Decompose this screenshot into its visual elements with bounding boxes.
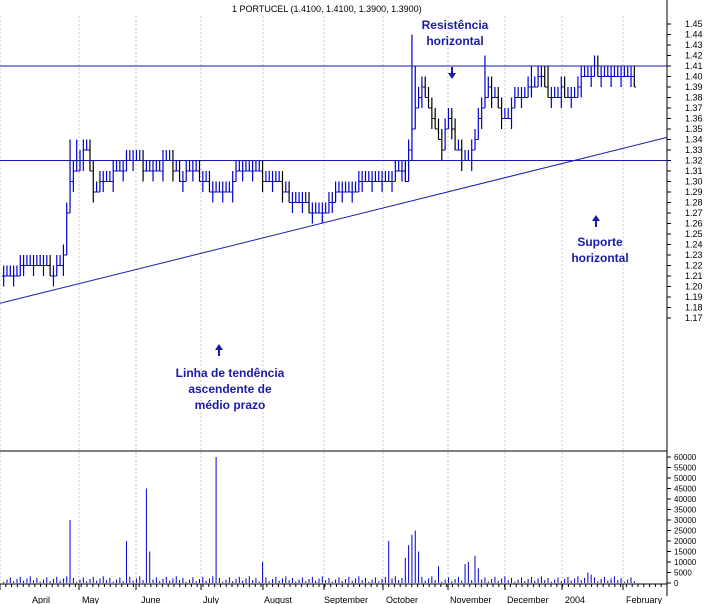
support-arrow <box>592 215 600 227</box>
trendline <box>0 136 668 304</box>
x-tick-label: July <box>203 595 220 604</box>
y-tick-label: 1.22 <box>685 261 703 271</box>
y-tick-label: 1.26 <box>685 219 703 229</box>
volume-tick-label: 0 <box>674 579 679 588</box>
arrow-head <box>592 215 600 221</box>
resistance-label: Resistência <box>422 18 489 32</box>
y-tick-label: 1.32 <box>685 156 703 166</box>
y-tick-label: 1.40 <box>685 72 703 82</box>
y-tick-label: 1.42 <box>685 51 703 61</box>
arrow-head <box>448 73 456 79</box>
y-tick-label: 1.28 <box>685 198 703 208</box>
price-axis: 1.451.441.431.421.411.401.391.381.371.36… <box>667 19 703 323</box>
y-tick-label: 1.29 <box>685 187 703 197</box>
x-tick-label: 2004 <box>565 595 585 604</box>
volume-tick-label: 45000 <box>674 485 697 494</box>
price-bars <box>2 34 636 287</box>
date-axis: April May June July August September October No… <box>0 584 668 604</box>
trend-label: médio prazo <box>195 398 266 412</box>
volume-tick-label: 10000 <box>674 558 697 567</box>
volume-bars <box>3 457 635 583</box>
volume-tick-label: 30000 <box>674 516 697 525</box>
volume-tick-label: 40000 <box>674 495 697 504</box>
volume-tick-label: 15000 <box>674 548 697 557</box>
y-tick-label: 1.33 <box>685 145 703 155</box>
resistance-label: horizontal <box>426 34 483 48</box>
y-tick-label: 1.43 <box>685 40 703 50</box>
resistance-arrow <box>448 67 456 79</box>
y-tick-label: 1.17 <box>685 313 703 323</box>
volume-tick-label: 20000 <box>674 537 697 546</box>
support-label: Suporte <box>577 235 623 249</box>
y-tick-label: 1.23 <box>685 250 703 260</box>
y-tick-label: 1.21 <box>685 271 703 281</box>
trend-label: Linha de tendência <box>176 366 285 380</box>
volume-tick-label: 50000 <box>674 474 697 483</box>
y-tick-label: 1.31 <box>685 166 703 176</box>
volume-tick-label: 35000 <box>674 506 697 515</box>
y-tick-label: 1.30 <box>685 177 703 187</box>
trend-label: ascendente de <box>188 382 272 396</box>
level-lines <box>0 65 668 304</box>
y-tick-label: 1.38 <box>685 93 703 103</box>
x-tick-label: August <box>264 595 293 604</box>
x-tick-label: February <box>626 595 663 604</box>
y-tick-label: 1.45 <box>685 19 703 29</box>
x-tick-label: June <box>141 595 161 604</box>
x-tick-label: April <box>32 595 50 604</box>
arrow-head <box>215 344 223 350</box>
volume-tick-label: 25000 <box>674 527 697 536</box>
y-tick-label: 1.27 <box>685 208 703 218</box>
x-tick-label: November <box>450 595 492 604</box>
x-tick-label: December <box>507 595 549 604</box>
volume-axis: 6000055000500004500040000350003000025000… <box>667 453 697 588</box>
volume-tick-label: 5000 <box>674 569 692 578</box>
y-tick-label: 1.39 <box>685 82 703 92</box>
y-tick-label: 1.36 <box>685 114 703 124</box>
support-label: horizontal <box>571 251 628 265</box>
x-tick-label: October <box>386 595 418 604</box>
y-tick-label: 1.41 <box>685 61 703 71</box>
y-tick-label: 1.35 <box>685 124 703 134</box>
y-tick-label: 1.18 <box>685 303 703 313</box>
y-tick-label: 1.24 <box>685 240 703 250</box>
volume-tick-label: 55000 <box>674 464 697 473</box>
volume-tick-label: 60000 <box>674 453 697 462</box>
y-tick-label: 1.44 <box>685 30 703 40</box>
chart-title: 1 PORTUCEL (1.4100, 1.4100, 1.3900, 1.39… <box>232 4 422 14</box>
x-tick-label: May <box>82 595 100 604</box>
y-tick-label: 1.34 <box>685 135 703 145</box>
y-tick-label: 1.37 <box>685 103 703 113</box>
grid <box>0 0 668 596</box>
y-tick-label: 1.25 <box>685 229 703 239</box>
annotations: Resistência horizontal Suporte horizontal Li… <box>176 18 629 412</box>
y-tick-label: 1.20 <box>685 282 703 292</box>
y-tick-label: 1.19 <box>685 292 703 302</box>
x-tick-label: September <box>324 595 368 604</box>
trend-arrow <box>215 344 223 356</box>
